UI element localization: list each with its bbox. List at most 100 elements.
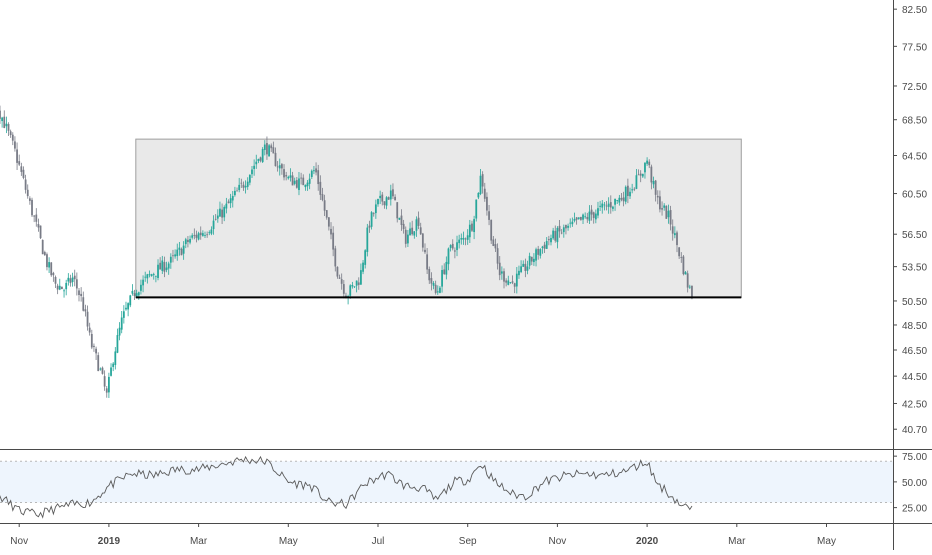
candle-up <box>223 206 226 218</box>
candle-up <box>389 190 392 200</box>
candle-down <box>428 269 431 281</box>
candle-up <box>449 245 452 248</box>
candle-down <box>387 197 390 200</box>
candle-up <box>268 145 270 157</box>
candle-up <box>234 190 236 196</box>
candle-up <box>129 295 132 306</box>
candle-down <box>488 211 490 220</box>
candle-up <box>287 176 290 179</box>
candle-down <box>659 196 661 210</box>
candle-up <box>370 212 373 227</box>
candle-down <box>338 277 341 279</box>
candle-down <box>37 224 40 228</box>
candle-down <box>172 255 174 257</box>
candle-up <box>407 234 409 244</box>
candle-up <box>142 279 144 286</box>
time-tick-label: Nov <box>10 536 28 547</box>
candle-down <box>272 147 275 154</box>
candle-up <box>154 275 157 277</box>
candle-down <box>656 195 659 198</box>
candle-down <box>101 367 104 374</box>
candle-down <box>56 285 59 290</box>
candle-up <box>366 227 369 252</box>
candle-down <box>270 145 273 149</box>
candle-up <box>65 282 68 290</box>
candle-down <box>26 189 29 197</box>
candle-up <box>278 165 281 169</box>
candle-up <box>351 285 354 287</box>
candle-up <box>229 198 232 204</box>
candle-up <box>447 248 450 265</box>
candle-up <box>1 117 4 122</box>
candle-up <box>594 213 597 220</box>
candle-down <box>547 239 550 241</box>
candle-up <box>377 198 379 205</box>
candle-down <box>95 348 97 354</box>
candle-up <box>146 274 149 279</box>
candle-up <box>238 184 241 191</box>
candle-up <box>439 287 441 293</box>
candle-up <box>289 175 292 178</box>
candle-up <box>507 280 510 285</box>
candle-up <box>48 262 50 268</box>
candle-up <box>599 205 602 207</box>
candle-up <box>631 189 634 191</box>
candle-down <box>97 355 100 372</box>
candle-up <box>122 311 125 318</box>
candle-up <box>71 277 74 283</box>
price-tick-label: 68.50 <box>902 116 927 127</box>
candle-up <box>144 276 147 278</box>
range-box-annotation[interactable] <box>135 138 742 298</box>
candle-up <box>251 169 253 175</box>
candle-up <box>225 203 228 209</box>
candle-down <box>586 217 589 220</box>
candle-down <box>336 266 339 277</box>
rsi-tick-label: 25.00 <box>902 504 927 515</box>
candle-down <box>691 285 693 299</box>
candle-down <box>464 238 467 240</box>
candle-down <box>682 256 685 275</box>
candle-down <box>498 262 501 276</box>
candle-down <box>357 282 360 285</box>
candle-down <box>266 143 268 155</box>
candle-up <box>261 149 264 163</box>
candle-down <box>503 271 505 282</box>
candle-up <box>415 219 418 231</box>
candle-up <box>528 255 531 266</box>
time-tick-label: May <box>279 536 298 547</box>
candle-down <box>676 232 678 246</box>
candle-down <box>483 188 486 199</box>
candle-down <box>330 228 332 235</box>
candle-up <box>125 307 127 310</box>
price-tick-label: 50.50 <box>902 297 927 308</box>
candle-up <box>607 203 610 207</box>
candle-down <box>626 185 629 196</box>
candle-down <box>648 161 651 166</box>
candle-down <box>259 157 262 161</box>
candle-up <box>644 162 646 173</box>
candle-up <box>137 292 140 296</box>
candle-up <box>458 239 461 244</box>
candle-down <box>86 311 89 327</box>
candle-down <box>665 205 668 219</box>
candle-down <box>592 212 595 218</box>
candle-down <box>236 190 238 192</box>
candle-down <box>639 173 642 176</box>
candle-down <box>411 227 414 235</box>
candle-down <box>18 161 21 165</box>
candles-group <box>0 105 693 398</box>
candle-down <box>33 215 36 217</box>
candle-up <box>652 181 655 185</box>
candle-up <box>152 274 155 276</box>
price-tick-label: 72.50 <box>902 82 927 93</box>
candle-up <box>99 368 102 370</box>
candle-up <box>165 267 168 271</box>
candle-up <box>114 351 117 365</box>
candle-up <box>582 214 584 220</box>
candle-up <box>293 180 296 184</box>
candle-up <box>552 230 555 239</box>
candle-down <box>490 219 493 241</box>
price-tick-label: 42.50 <box>902 399 927 410</box>
